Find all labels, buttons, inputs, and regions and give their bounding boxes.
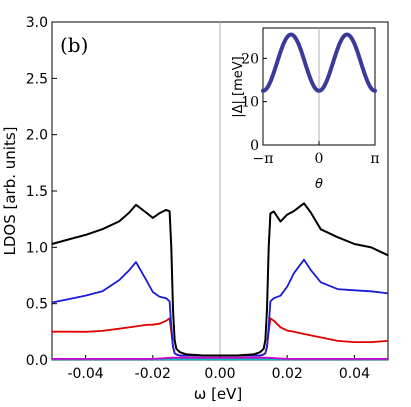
inset-x-tick-label: 0	[315, 151, 324, 167]
y-tick-label: 1.5	[26, 184, 48, 200]
inset-x-axis-label: θ	[315, 177, 323, 192]
y-tick-label: 2.5	[26, 71, 48, 87]
y-tick-label: 3.0	[26, 15, 48, 31]
inset-y-tick-label: 20	[241, 51, 259, 67]
inset-y-tick-label: 10	[241, 95, 259, 111]
panel-label: (b)	[60, 33, 88, 57]
x-tick-label: -0.02	[135, 366, 171, 382]
x-tick-label: 0.02	[272, 366, 303, 382]
x-axis-label: ω [eV]	[194, 385, 243, 403]
x-tick-label: 0.04	[339, 366, 370, 382]
gap-curve	[261, 32, 377, 93]
y-axis-label: LDOS [arb. units]	[1, 126, 19, 255]
y-tick-label: 0.0	[26, 353, 48, 369]
inset-x-tick-label: π	[370, 151, 379, 167]
inset-y-tick-label: 0	[250, 138, 259, 154]
inset-y-axis-label: |Δ| [meV]	[231, 56, 246, 117]
y-tick-label: 1.0	[26, 240, 48, 256]
inset-x-tick-label: −π	[253, 151, 274, 167]
y-tick-label: 0.5	[26, 297, 48, 313]
ldos-series-3	[52, 356, 388, 360]
x-tick-label: -0.04	[67, 366, 103, 382]
x-tick-label: 0.00	[204, 366, 235, 382]
ldos-series-0	[51, 202, 389, 357]
y-tick-label: 2.0	[26, 128, 48, 144]
